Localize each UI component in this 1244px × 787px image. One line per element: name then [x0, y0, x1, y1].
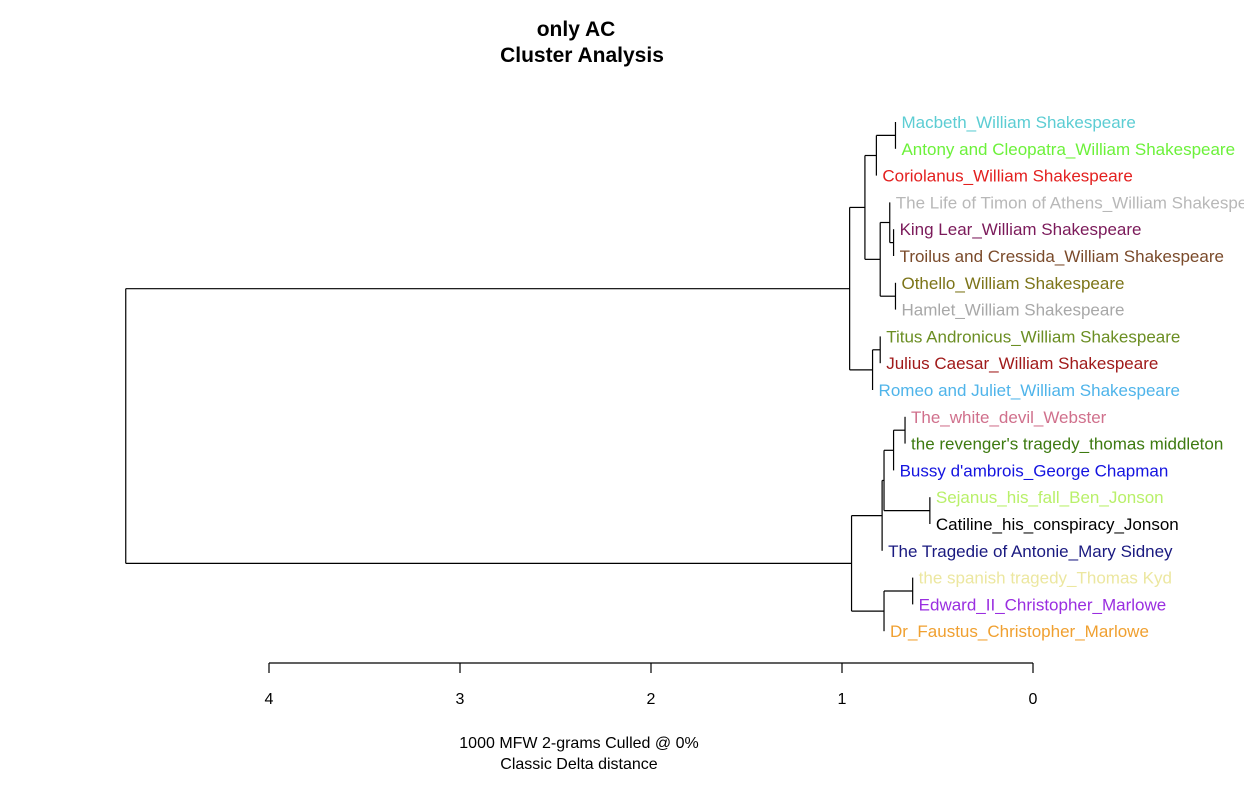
leaf-labels: Macbeth_William Shakespeare Antony and Cl…: [879, 113, 1244, 641]
leaf-label: Othello_William Shakespeare: [901, 274, 1124, 293]
leaf-label: Troilus and Cressida_William Shakespeare: [900, 247, 1224, 266]
axis-tick-label: 0: [1029, 691, 1038, 708]
chart-title: only AC: [537, 18, 616, 41]
x-axis-label: 1000 MFW 2-grams Culled @ 0%: [459, 735, 698, 752]
axis-tick-label: 4: [265, 691, 274, 708]
leaf-label: Sejanus_his_fall_Ben_Jonson: [936, 488, 1164, 507]
distance-axis: 4 3 2 1 0: [265, 662, 1038, 708]
x-axis-sublabel: Classic Delta distance: [500, 756, 658, 773]
leaf-label: The_white_devil_Webster: [911, 408, 1107, 427]
leaf-label: King Lear_William Shakespeare: [900, 220, 1142, 239]
leaf-label: Romeo and Juliet_William Shakespeare: [879, 381, 1180, 400]
leaf-label: the spanish tragedy_Thomas Kyd: [919, 569, 1172, 588]
leaf-label: Antony and Cleopatra_William Shakespeare: [901, 140, 1235, 159]
chart-subtitle: Cluster Analysis: [500, 44, 664, 67]
axis-tick-label: 3: [456, 691, 465, 708]
leaf-label: Dr_Faustus_Christopher_Marlowe: [890, 622, 1149, 641]
leaf-label: Catiline_his_conspiracy_Jonson: [936, 515, 1179, 534]
dendrogram-branches: [125, 122, 931, 632]
leaf-label: the revenger's tragedy_thomas middleton: [911, 435, 1223, 454]
leaf-label: The Life of Timon of Athens_William Shak…: [896, 193, 1244, 212]
leaf-label: Bussy d'ambrois_George Chapman: [900, 461, 1169, 480]
leaf-label: Macbeth_William Shakespeare: [901, 113, 1135, 132]
leaf-label: Edward_II_Christopher_Marlowe: [919, 595, 1167, 614]
leaf-label: Hamlet_William Shakespeare: [901, 301, 1124, 320]
axis-tick-label: 1: [838, 691, 847, 708]
axis-tick-label: 2: [647, 691, 656, 708]
leaf-label: Julius Caesar_William Shakespeare: [886, 354, 1158, 373]
leaf-label: Coriolanus_William Shakespeare: [882, 167, 1132, 186]
leaf-label: Titus Andronicus_William Shakespeare: [886, 327, 1180, 346]
leaf-label: The Tragedie of Antonie_Mary Sidney: [888, 542, 1173, 561]
